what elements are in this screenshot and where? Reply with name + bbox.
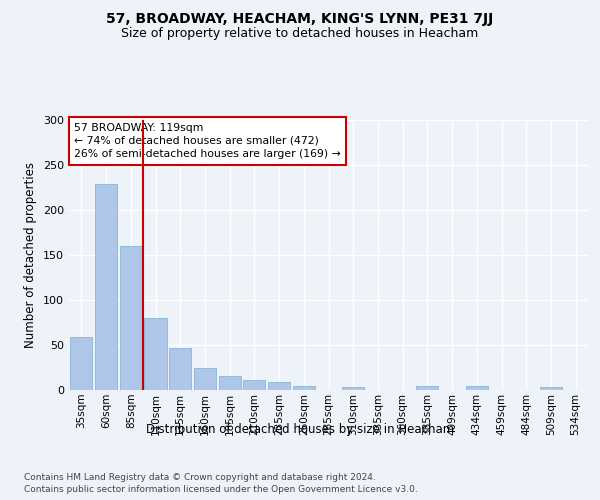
Text: Contains public sector information licensed under the Open Government Licence v3: Contains public sector information licen…: [24, 485, 418, 494]
Bar: [466, 386, 488, 390]
Bar: [70, 337, 92, 390]
Bar: [268, 382, 290, 390]
Text: Distribution of detached houses by size in Heacham: Distribution of detached houses by size …: [146, 422, 454, 436]
Y-axis label: Number of detached properties: Number of detached properties: [25, 162, 37, 348]
Bar: [342, 388, 364, 390]
Bar: [218, 376, 241, 390]
Bar: [293, 386, 315, 390]
Bar: [416, 386, 439, 390]
Bar: [540, 388, 562, 390]
Text: Contains HM Land Registry data © Crown copyright and database right 2024.: Contains HM Land Registry data © Crown c…: [24, 472, 376, 482]
Bar: [119, 246, 142, 390]
Bar: [194, 368, 216, 390]
Text: Size of property relative to detached houses in Heacham: Size of property relative to detached ho…: [121, 28, 479, 40]
Bar: [243, 380, 265, 390]
Text: 57 BROADWAY: 119sqm
← 74% of detached houses are smaller (472)
26% of semi-detac: 57 BROADWAY: 119sqm ← 74% of detached ho…: [74, 122, 341, 159]
Bar: [145, 318, 167, 390]
Bar: [169, 348, 191, 390]
Text: 57, BROADWAY, HEACHAM, KING'S LYNN, PE31 7JJ: 57, BROADWAY, HEACHAM, KING'S LYNN, PE31…: [106, 12, 494, 26]
Bar: [95, 184, 117, 390]
